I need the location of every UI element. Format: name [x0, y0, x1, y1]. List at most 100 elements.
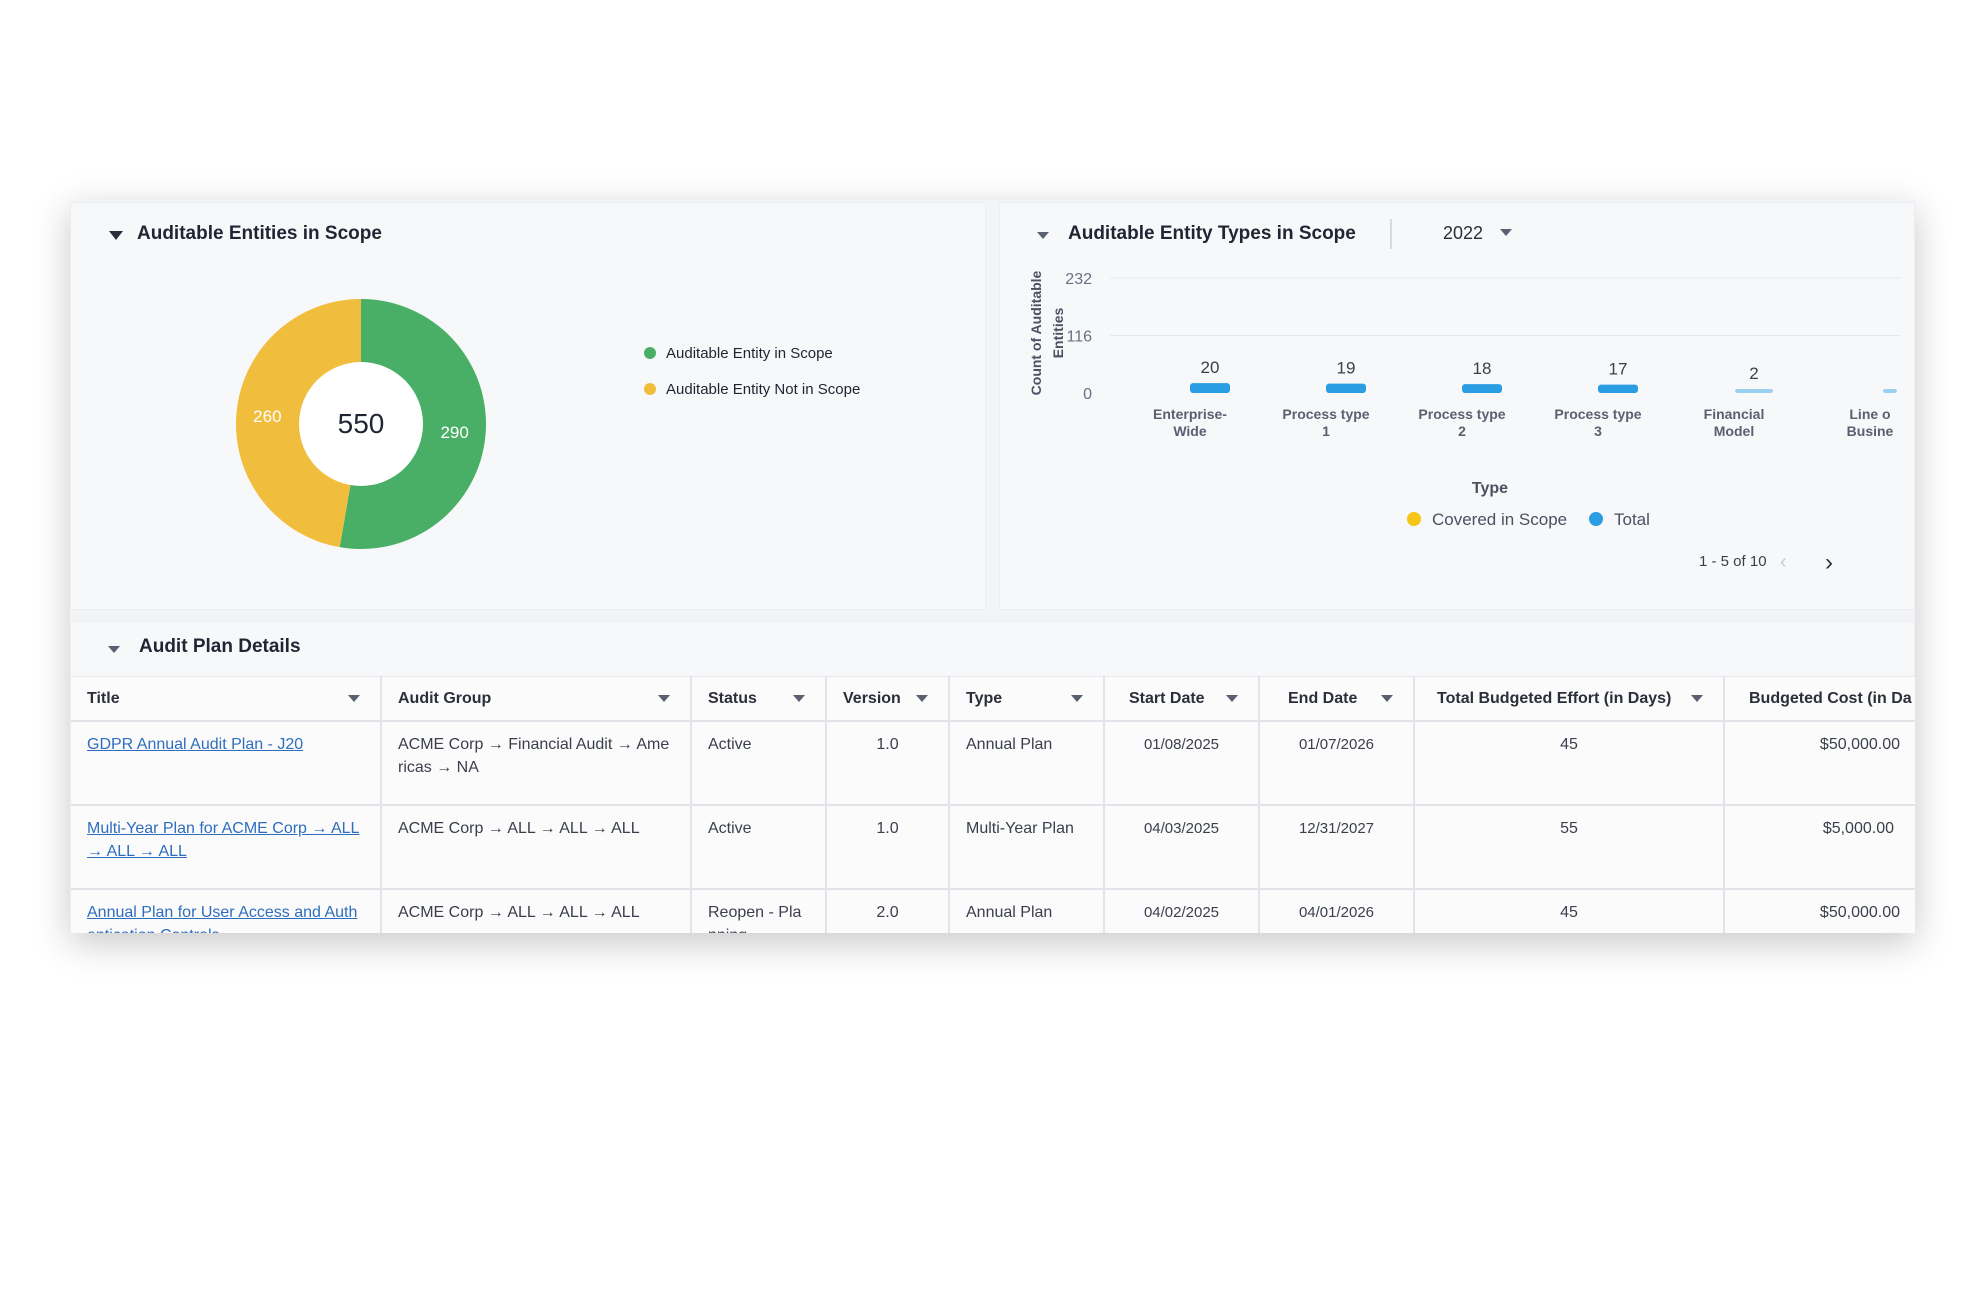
header-label: Total Budgeted Effort (in Days): [1437, 689, 1672, 707]
yellow-dot-icon: [1407, 512, 1421, 526]
sort-caret-icon[interactable]: [916, 695, 928, 702]
legend-not-in-scope[interactable]: Auditable Entity Not in Scope: [644, 381, 860, 398]
x-tick-label: Financial: [1704, 406, 1765, 422]
cost-cell: $50,000.00: [1724, 889, 1915, 933]
header-label: Audit Group: [398, 689, 492, 707]
donut-total: 550: [338, 408, 385, 439]
audit-group-cell: ACME Corp → ALL → ALL → ALL: [381, 889, 692, 933]
donut-slice-not-in-scope[interactable]: [236, 299, 361, 548]
bar-total: [1462, 384, 1502, 393]
start-date-cell: 01/08/2025: [1104, 721, 1260, 806]
collapse-caret-icon[interactable]: [1037, 232, 1049, 239]
cost-cell: $50,000.00: [1724, 721, 1915, 806]
donut-chart: 550 290 260: [236, 299, 487, 549]
sort-caret-icon[interactable]: [1071, 695, 1083, 702]
plan-title-link[interactable]: Annual Plan for User Access and Authenti…: [87, 904, 358, 933]
chevron-left-icon[interactable]: ‹: [1780, 551, 1787, 573]
chevron-right-icon[interactable]: ›: [1825, 549, 1833, 576]
version-cell: 1.0: [826, 805, 950, 890]
legend-covered-in-scope[interactable]: Covered in Scope: [1432, 510, 1567, 529]
y-tick-label: 0: [1083, 386, 1092, 403]
panel-title: Auditable Entities in Scope: [137, 223, 382, 244]
collapse-caret-icon[interactable]: [109, 231, 123, 240]
x-tick-label: Model: [1714, 423, 1754, 439]
type-cell: Multi-Year Plan: [949, 805, 1105, 890]
column-header-version[interactable]: Version: [826, 676, 950, 722]
type-cell: Annual Plan: [949, 721, 1105, 806]
y-axis-label-line2: Entities: [1050, 308, 1066, 359]
green-dot-icon: [644, 347, 656, 359]
sort-caret-icon[interactable]: [1381, 695, 1393, 702]
bar-value-label: 19: [1337, 359, 1356, 378]
bar-value-label: 20: [1201, 358, 1220, 377]
sort-caret-icon[interactable]: [658, 695, 670, 702]
legend-label: Auditable Entity in Scope: [666, 345, 833, 362]
entities-in-scope-panel: Auditable Entities in Scope 550 290 260 …: [70, 202, 986, 610]
column-header-start-date[interactable]: Start Date: [1104, 676, 1260, 722]
bar-total: [1883, 389, 1897, 393]
sort-caret-icon[interactable]: [1226, 695, 1238, 702]
x-tick-label: 3: [1594, 423, 1602, 439]
column-header-title[interactable]: Title: [71, 676, 382, 722]
divider: [1390, 219, 1392, 249]
table-row[interactable]: Annual Plan for User Access and Authenti…: [71, 889, 1915, 933]
start-date-cell: 04/03/2025: [1104, 805, 1260, 890]
year-value: 2022: [1443, 223, 1484, 243]
header-label: Budgeted Cost (in Da: [1749, 689, 1912, 707]
legend-label: Auditable Entity Not in Scope: [666, 381, 861, 398]
status-cell: Active: [691, 805, 827, 890]
end-date-cell: 12/31/2027: [1259, 805, 1415, 890]
bar-value-label: 2: [1749, 364, 1758, 383]
sort-caret-icon[interactable]: [1691, 695, 1703, 702]
bar-value-label: 18: [1473, 359, 1492, 378]
yellow-dot-icon: [644, 383, 656, 395]
end-date-cell: 01/07/2026: [1259, 721, 1415, 806]
effort-cell: 45: [1414, 889, 1725, 933]
bar-total: [1598, 384, 1638, 393]
donut-value-not-in-scope: 260: [253, 407, 281, 426]
x-tick-label: 1: [1322, 423, 1330, 439]
audit-plan-table: Title Audit Group Status Version Type St…: [71, 676, 1915, 933]
column-header-end-date[interactable]: End Date: [1259, 676, 1415, 722]
version-cell: 2.0: [826, 889, 950, 933]
plan-title-link[interactable]: Multi-Year Plan for ACME Corp → ALL → AL…: [87, 820, 360, 860]
cost-cell: $5,000.00: [1724, 805, 1915, 890]
column-header-type[interactable]: Type: [949, 676, 1105, 722]
x-tick-label: 2: [1458, 423, 1466, 439]
header-label: Title: [87, 689, 120, 707]
sort-caret-icon[interactable]: [348, 695, 360, 702]
x-tick-label: Process type: [1282, 406, 1369, 422]
bar-value-label: 17: [1609, 360, 1628, 379]
x-tick-label: Process type: [1554, 406, 1641, 422]
collapse-caret-icon[interactable]: [108, 646, 120, 653]
x-tick-label: Wide: [1173, 423, 1207, 439]
status-cell: Reopen - Planning: [691, 889, 827, 933]
x-axis-label: Type: [1472, 480, 1508, 497]
column-header-total-budgeted-effort[interactable]: Total Budgeted Effort (in Days): [1414, 676, 1725, 722]
panel-title: Audit Plan Details: [139, 636, 301, 657]
year-select[interactable]: 2022: [1443, 223, 1513, 244]
effort-cell: 45: [1414, 721, 1725, 806]
type-cell: Annual Plan: [949, 889, 1105, 933]
table-row[interactable]: Multi-Year Plan for ACME Corp → ALL → AL…: [71, 805, 1915, 890]
entity-types-panel: Auditable Entity Types in Scope 2022 Cou…: [999, 202, 1915, 610]
column-header-audit-group[interactable]: Audit Group: [381, 676, 692, 722]
table-row[interactable]: GDPR Annual Audit Plan - J20 ACME Corp →…: [71, 721, 1915, 806]
legend-in-scope[interactable]: Auditable Entity in Scope: [644, 345, 833, 362]
y-tick-label: 116: [1066, 329, 1092, 346]
bar-total: [1190, 383, 1230, 393]
header-label: Start Date: [1129, 689, 1205, 707]
sort-caret-icon[interactable]: [793, 695, 805, 702]
x-tick-label: Line o: [1849, 406, 1890, 422]
legend-total[interactable]: Total: [1614, 510, 1650, 529]
column-header-status[interactable]: Status: [691, 676, 827, 722]
plan-title-link[interactable]: GDPR Annual Audit Plan - J20: [87, 736, 304, 753]
audit-group-cell: ACME Corp → ALL → ALL → ALL: [381, 805, 692, 890]
bar-total: [1326, 383, 1366, 393]
end-date-cell: 04/01/2026: [1259, 889, 1415, 933]
status-cell: Active: [691, 721, 827, 806]
header-label: Version: [843, 689, 901, 707]
audit-plan-panel: Audit Plan Details Title Audit Group Sta…: [70, 621, 1915, 933]
column-header-budgeted-cost[interactable]: Budgeted Cost (in Da: [1724, 676, 1915, 722]
bar-chart: Count of Auditable Entities Type Covered…: [1028, 270, 1900, 529]
